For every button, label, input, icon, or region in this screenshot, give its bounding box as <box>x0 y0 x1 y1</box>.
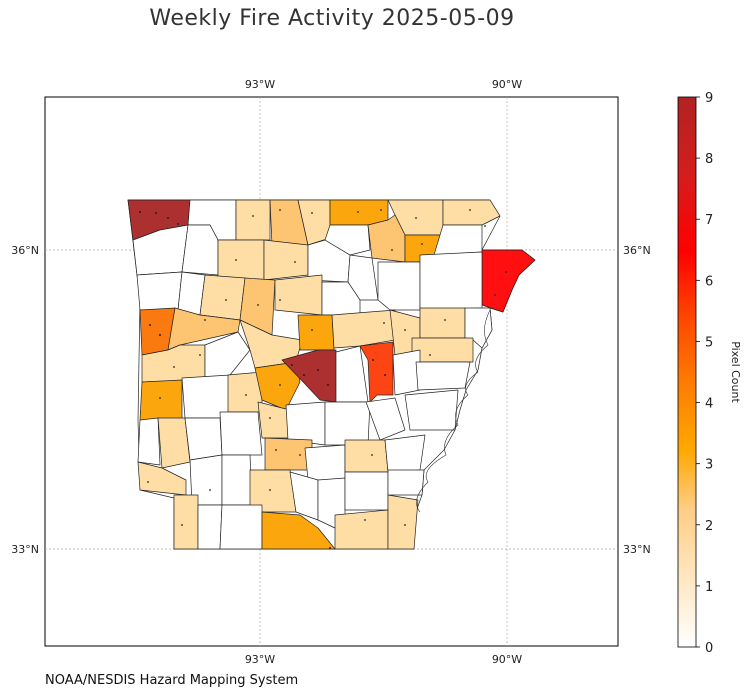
colorbar-tick-label: 4 <box>705 397 713 412</box>
right-lat-label-2: 33°N <box>623 543 651 556</box>
county <box>334 509 389 550</box>
colorbar-tick-label: 0 <box>705 641 713 656</box>
colorbar-tick-label: 1 <box>705 580 713 595</box>
colorbar <box>677 96 697 648</box>
county <box>392 349 421 396</box>
county <box>181 224 219 276</box>
county <box>329 199 389 226</box>
county <box>377 261 421 311</box>
top-lon-label-2: 90°W <box>492 78 522 91</box>
county <box>221 454 253 506</box>
colorbar-tick-label: 8 <box>705 152 713 167</box>
county <box>415 361 471 391</box>
county <box>204 331 251 381</box>
county <box>181 374 231 419</box>
county <box>137 417 161 466</box>
colorbar-tick-label: 3 <box>705 458 713 473</box>
county <box>387 494 419 550</box>
county <box>324 401 371 446</box>
mississippi-river <box>416 309 491 513</box>
county <box>136 271 183 311</box>
county <box>419 251 483 311</box>
colorbar-tick-label: 9 <box>705 91 713 106</box>
county <box>344 439 389 473</box>
colorbar-tick-label: 2 <box>705 519 713 534</box>
bottom-lon-label-2: 90°W <box>492 653 522 666</box>
left-lat-label-1: 36°N <box>11 244 39 257</box>
county <box>404 389 459 431</box>
right-lat-label-1: 36°N <box>623 244 651 257</box>
county <box>261 511 336 550</box>
county <box>387 469 425 496</box>
county <box>297 314 335 351</box>
county <box>411 337 474 363</box>
colorbar-ticks: 0 1 2 3 4 5 6 7 8 9 <box>696 91 713 656</box>
bottom-lon-label-1: 93°W <box>245 653 275 666</box>
county <box>264 437 313 471</box>
county <box>324 224 371 256</box>
county <box>199 274 246 321</box>
county <box>197 504 223 550</box>
county <box>184 417 223 461</box>
county <box>219 411 263 456</box>
county <box>173 494 199 550</box>
county <box>347 254 379 301</box>
fire-detections <box>139 209 507 549</box>
county <box>137 461 187 496</box>
colorbar-tick-label: 6 <box>705 274 713 289</box>
county <box>139 379 183 421</box>
county <box>442 199 501 226</box>
county <box>359 341 394 403</box>
map-title: Weekly Fire Activity 2025-05-09 <box>149 6 515 31</box>
county <box>274 274 323 316</box>
county <box>263 239 309 281</box>
colorbar-label: Pixel Count <box>729 341 742 403</box>
county <box>344 471 389 511</box>
county <box>419 307 466 339</box>
county <box>481 249 536 313</box>
county <box>157 417 191 469</box>
county <box>304 444 346 481</box>
colorbar-tick-label: 5 <box>705 335 713 350</box>
arkansas-counties <box>127 199 536 550</box>
county <box>235 199 271 241</box>
colorbar-tick-label: 7 <box>705 213 713 228</box>
top-lon-label-1: 93°W <box>245 78 275 91</box>
county <box>217 239 265 281</box>
left-lat-label-2: 33°N <box>11 543 39 556</box>
county <box>384 434 426 473</box>
county <box>365 397 406 441</box>
county <box>285 401 326 446</box>
county <box>331 309 396 349</box>
county <box>219 504 263 550</box>
source-credit: NOAA/NESDIS Hazard Mapping System <box>45 673 299 688</box>
